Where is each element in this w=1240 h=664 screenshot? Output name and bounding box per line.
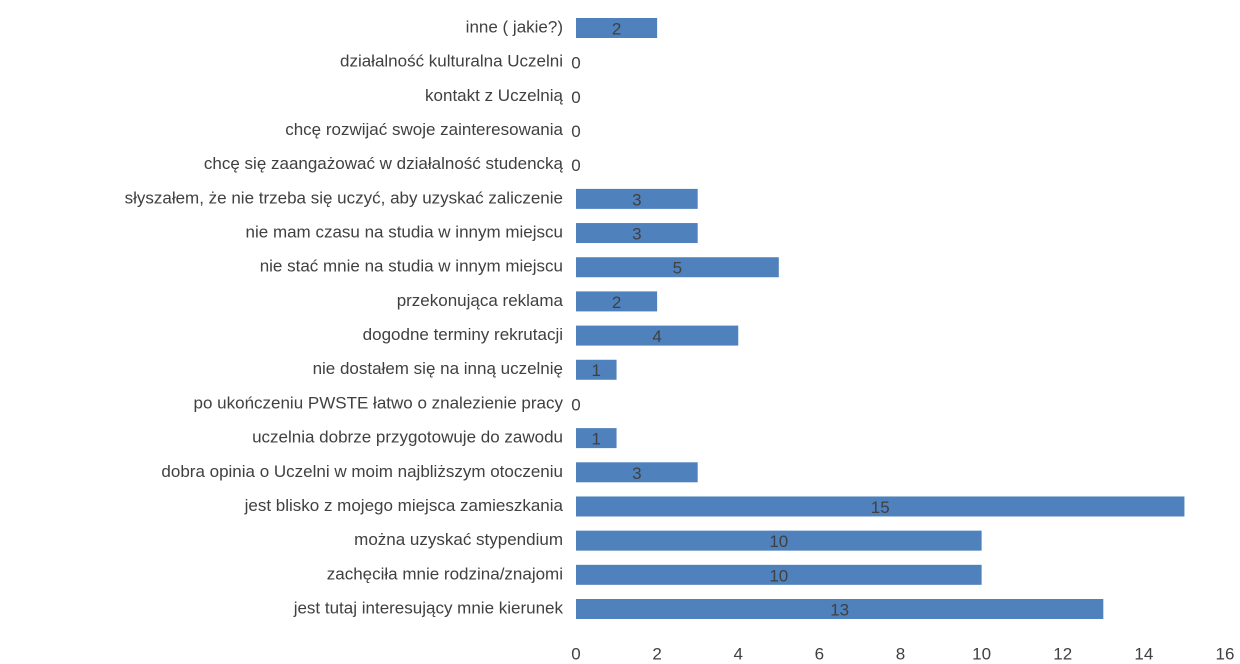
- data-label: 3: [632, 464, 641, 483]
- y-tick-label: nie dostałem się na inną uczelnię: [313, 359, 563, 378]
- data-label: 3: [632, 190, 641, 209]
- y-tick-label: inne ( jakie?): [466, 17, 563, 36]
- bar: [576, 325, 739, 346]
- data-label: 0: [571, 122, 580, 141]
- bar: [576, 462, 698, 483]
- bar: [576, 188, 698, 209]
- y-tick-label: kontakt z Uczelnią: [425, 86, 563, 105]
- data-label: 10: [769, 566, 788, 585]
- x-tick-label: 16: [1216, 644, 1235, 663]
- data-label: 1: [592, 430, 601, 449]
- y-tick-label: nie mam czasu na studia w innym miejscu: [246, 223, 563, 242]
- y-tick-label: działalność kulturalna Uczelni: [340, 52, 563, 71]
- data-label: 0: [571, 156, 580, 175]
- bar: [576, 564, 982, 585]
- x-tick-label: 14: [1134, 644, 1153, 663]
- data-label: 15: [871, 498, 890, 517]
- data-label: 0: [571, 395, 580, 414]
- bar: [576, 359, 617, 380]
- bar: [576, 428, 617, 449]
- data-label: 4: [652, 327, 661, 346]
- y-tick-label: można uzyskać stypendium: [354, 530, 563, 549]
- x-tick-label: 8: [896, 644, 905, 663]
- bar: [576, 496, 1185, 517]
- x-tick-label: 10: [972, 644, 991, 663]
- data-label: 0: [571, 88, 580, 107]
- data-label: 0: [571, 54, 580, 73]
- bar: [576, 223, 698, 244]
- x-tick-label: 4: [734, 644, 743, 663]
- bar: [576, 257, 779, 278]
- y-tick-label: po ukończeniu PWSTE łatwo o znalezienie …: [194, 393, 564, 412]
- x-tick-label: 2: [652, 644, 661, 663]
- y-tick-label: zachęciła mnie rodzina/znajomi: [327, 564, 563, 583]
- y-tick-label: jest blisko z mojego miejsca zamieszkani…: [244, 496, 564, 515]
- data-label: 2: [612, 293, 621, 312]
- y-tick-label: przekonująca reklama: [397, 291, 564, 310]
- y-tick-label: jest tutaj interesujący mnie kierunek: [293, 598, 564, 617]
- y-tick-label: dobra opinia o Uczelni w moim najbliższy…: [161, 462, 563, 481]
- y-tick-label: dogodne terminy rekrutacji: [363, 325, 563, 344]
- y-tick-label: nie stać mnie na studia w innym miejscu: [260, 257, 563, 276]
- data-label: 5: [673, 259, 682, 278]
- bar: [576, 530, 982, 551]
- data-label: 3: [632, 225, 641, 244]
- y-tick-label: chcę rozwijać swoje zainteresowania: [285, 120, 563, 139]
- y-tick-label: uczelnia dobrze przygotowuje do zawodu: [252, 428, 563, 447]
- data-label: 13: [830, 600, 849, 619]
- data-label: 1: [592, 361, 601, 380]
- y-tick-label: słyszałem, że nie trzeba się uczyć, aby …: [125, 188, 563, 207]
- data-label: 2: [612, 19, 621, 38]
- bar: [576, 291, 658, 312]
- bar: [576, 599, 1104, 619]
- x-tick-label: 0: [571, 644, 580, 663]
- y-tick-label: chcę się zaangażować w działalność stude…: [204, 154, 564, 173]
- x-tick-label: 6: [815, 644, 824, 663]
- x-tick-label: 12: [1053, 644, 1072, 663]
- bar: [576, 18, 658, 38]
- data-label: 10: [769, 532, 788, 551]
